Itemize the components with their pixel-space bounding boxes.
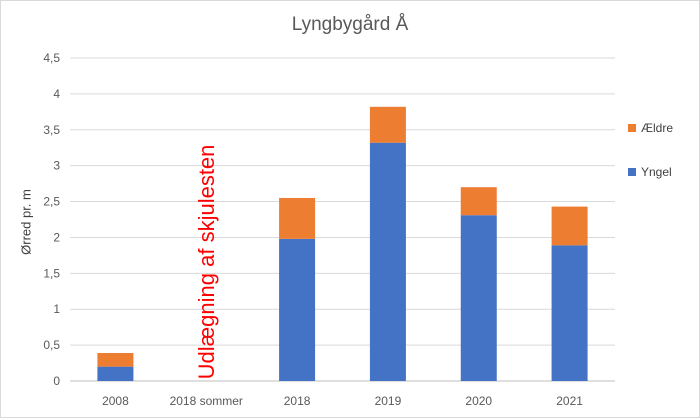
- y-tick-label: 4,5: [43, 51, 60, 65]
- y-tick-label: 2: [53, 230, 60, 244]
- y-tick-label: 3,5: [43, 123, 60, 137]
- y-tick-label: 0,5: [43, 338, 60, 352]
- chart-title: Lyngbygård Å: [291, 14, 409, 35]
- bar-aeldre-2008: [97, 353, 134, 367]
- bar-aeldre-2020: [460, 187, 497, 216]
- y-tick-label: 1,5: [43, 266, 60, 280]
- bar-yngel-2021: [551, 245, 588, 381]
- y-tick-label: 2,5: [43, 195, 60, 209]
- bar-aeldre-2021: [551, 206, 588, 246]
- bar-yngel-2018: [279, 238, 316, 381]
- y-tick-label: 3: [53, 159, 60, 173]
- bar-aeldre-2019: [369, 106, 406, 143]
- legend-label-yngel: Yngel: [641, 165, 672, 179]
- x-tick-label: 2020: [465, 394, 492, 408]
- legend-swatch-aeldre: [628, 124, 636, 132]
- bar-yngel-2020: [460, 215, 497, 381]
- x-tick-label: 2018: [284, 394, 311, 408]
- legend-label-aeldre: Ældre: [641, 121, 674, 135]
- y-tick-label: 4: [53, 87, 60, 101]
- bar-yngel-2008: [97, 366, 134, 381]
- annotation-text: Udlægning af skjulesten: [194, 144, 219, 380]
- x-tick-label: 2021: [556, 394, 583, 408]
- legend-swatch-yngel: [628, 168, 636, 176]
- x-tick-label: 2008: [102, 394, 129, 408]
- legend-item-aeldre: Ældre: [628, 120, 673, 136]
- legend-item-yngel: Yngel: [628, 164, 673, 180]
- y-tick-label: 0: [53, 374, 60, 388]
- bar-aeldre-2018: [279, 197, 316, 239]
- y-tick-label: 1: [53, 302, 60, 316]
- bar-yngel-2019: [369, 142, 406, 381]
- x-tick-label: 2018 sommer: [170, 394, 243, 408]
- legend: Ældre Yngel: [628, 120, 673, 180]
- x-tick-label: 2019: [375, 394, 402, 408]
